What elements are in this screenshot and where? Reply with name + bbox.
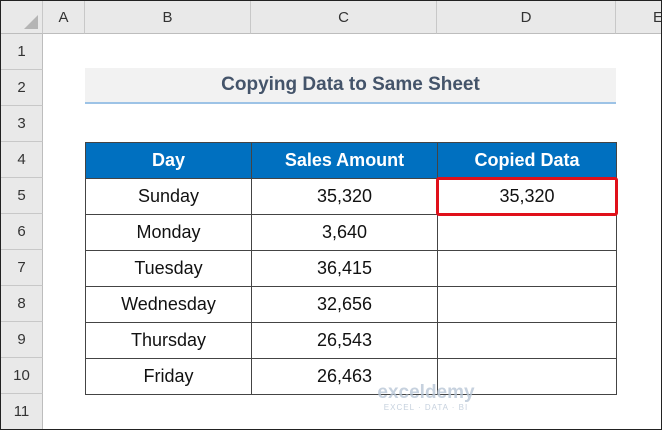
column-header[interactable]: C	[251, 1, 437, 34]
row-header[interactable]: 6	[1, 214, 43, 250]
table-cell[interactable]: 3,640	[251, 214, 438, 251]
column-header[interactable]: D	[437, 1, 616, 34]
table-cell[interactable]: 35,320	[251, 178, 438, 215]
row-header[interactable]: 2	[1, 70, 43, 106]
selected-cell-highlight	[436, 177, 618, 216]
table-cell[interactable]	[437, 322, 617, 359]
table-cell[interactable]: Wednesday	[85, 286, 252, 323]
row-header[interactable]: 10	[1, 358, 43, 394]
table-header-cell: Copied Data	[437, 142, 617, 179]
sheet-title: Copying Data to Same Sheet	[85, 68, 616, 104]
select-all-corner[interactable]	[1, 1, 43, 34]
column-header[interactable]: A	[43, 1, 85, 34]
table-cell[interactable]: 32,656	[251, 286, 438, 323]
table-header-cell: Sales Amount	[251, 142, 438, 179]
row-header[interactable]: 1	[1, 34, 43, 70]
row-header[interactable]: 9	[1, 322, 43, 358]
watermark-tagline: EXCEL · DATA · BI	[383, 402, 469, 412]
table-cell[interactable]: Thursday	[85, 322, 252, 359]
watermark: exceldemy EXCEL · DATA · BI	[371, 379, 481, 415]
column-header[interactable]: B	[85, 1, 251, 34]
table-cell[interactable]	[437, 250, 617, 287]
row-header[interactable]: 8	[1, 286, 43, 322]
table-cell[interactable]: Monday	[85, 214, 252, 251]
row-header[interactable]: 4	[1, 142, 43, 178]
watermark-name: exceldemy	[377, 381, 475, 403]
row-header[interactable]: 11	[1, 394, 43, 429]
table-header-cell: Day	[85, 142, 252, 179]
row-header[interactable]: 3	[1, 106, 43, 142]
table-cell[interactable]: Tuesday	[85, 250, 252, 287]
column-header[interactable]: E	[616, 1, 661, 34]
table-cell[interactable]: Friday	[85, 358, 252, 395]
row-header[interactable]: 7	[1, 250, 43, 286]
table-cell[interactable]: 36,415	[251, 250, 438, 287]
table-cell[interactable]	[437, 358, 617, 395]
row-header[interactable]: 5	[1, 178, 43, 214]
table-cell[interactable]: 26,543	[251, 322, 438, 359]
table-cell[interactable]	[437, 214, 617, 251]
table-cell[interactable]	[437, 286, 617, 323]
table-cell[interactable]: Sunday	[85, 178, 252, 215]
